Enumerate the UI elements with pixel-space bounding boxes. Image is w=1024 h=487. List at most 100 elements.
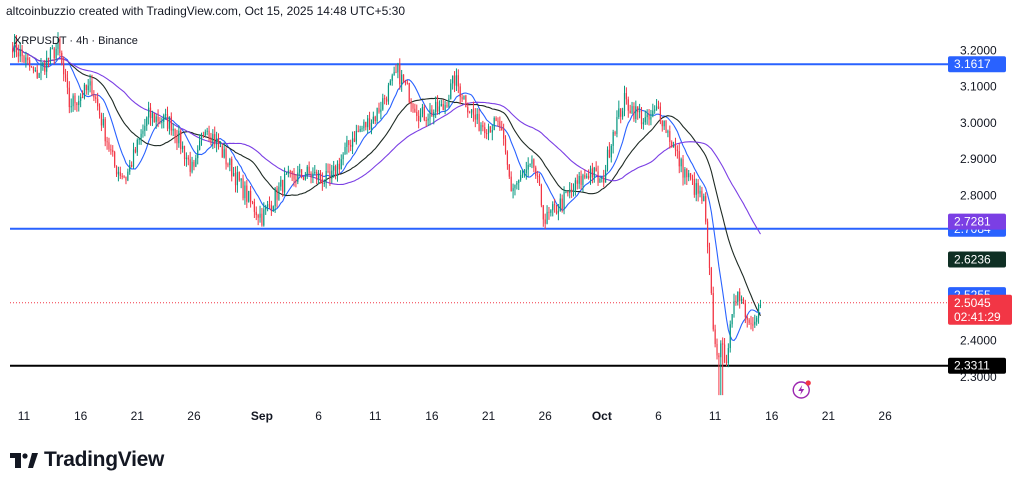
candle-body	[714, 329, 716, 344]
candle-body	[368, 118, 371, 130]
candle-body	[406, 82, 408, 84]
candle-body	[353, 138, 356, 142]
candle-body	[452, 75, 454, 84]
candle-body	[193, 161, 195, 167]
candle-body	[735, 300, 737, 302]
candle-body	[221, 146, 223, 158]
candle-body	[482, 125, 484, 128]
candle-body	[744, 303, 746, 317]
candle-body	[716, 343, 718, 356]
candle-body	[165, 114, 167, 116]
candle-body	[295, 179, 297, 182]
candle-body	[289, 170, 291, 172]
candle-body	[351, 138, 354, 147]
candle-body	[442, 104, 444, 111]
candle-body	[555, 205, 558, 214]
time-axis-tick-label: 11	[709, 409, 722, 423]
candle-body	[372, 116, 374, 123]
moving-average-fast-line	[12, 43, 761, 342]
candle-body	[329, 171, 331, 179]
candle-body	[310, 173, 312, 178]
candle-body	[12, 48, 14, 53]
candle-body	[384, 98, 386, 100]
candle-body	[38, 73, 40, 78]
candle-body	[737, 291, 739, 302]
candle-body	[584, 175, 586, 178]
candle-body	[21, 49, 23, 57]
candle-body	[248, 190, 250, 202]
time-axis-tick-label: Sep	[251, 409, 273, 423]
candle-body	[693, 179, 695, 195]
candle-body	[389, 80, 391, 86]
candle-body	[533, 159, 535, 168]
tradingview-logo[interactable]: TradingView	[10, 448, 164, 472]
candle-body	[514, 184, 516, 189]
candle-body	[46, 57, 48, 72]
candle-body	[712, 293, 714, 330]
candle-body	[486, 133, 488, 135]
candle-body	[484, 127, 486, 134]
candle-body	[401, 74, 403, 85]
level-price-label-3-box	[948, 357, 1006, 374]
candle-body	[83, 84, 86, 98]
symbol-label: XRPUSDT · 4h · Binance	[14, 35, 138, 47]
candle-body	[210, 137, 212, 142]
candle-body	[644, 117, 646, 123]
candle-body	[61, 52, 63, 64]
candle-body	[718, 355, 720, 358]
candle-body	[465, 95, 467, 108]
candle-body	[231, 159, 233, 177]
candle-body	[667, 131, 669, 133]
candle-body	[23, 56, 25, 63]
candle-body	[521, 174, 524, 176]
candle-body	[238, 171, 240, 181]
candle-body	[125, 176, 127, 181]
candle-body	[274, 188, 276, 207]
time-axis-tick-label: 26	[187, 409, 201, 423]
candle-body	[661, 120, 663, 127]
candle-body	[217, 138, 220, 147]
candle-body	[268, 204, 271, 206]
candle-body	[676, 149, 678, 152]
candle-body	[312, 173, 314, 178]
candle-body	[708, 247, 711, 268]
time-axis-tick-label: 11	[369, 409, 382, 423]
candle-body	[134, 149, 137, 153]
candle-body	[250, 190, 252, 202]
candle-body	[538, 176, 541, 186]
candle-body	[504, 138, 507, 152]
candle-body	[665, 120, 667, 133]
candle-body	[419, 113, 422, 121]
time-axis-tick-label: 11	[18, 409, 31, 423]
candle-body	[161, 121, 163, 123]
candle-body	[448, 98, 450, 107]
candle-body	[178, 130, 180, 144]
candle-body	[537, 175, 539, 177]
candle-body	[586, 176, 588, 178]
candle-body	[182, 145, 184, 150]
tradingview-logo-icon	[10, 453, 38, 468]
candle-body	[374, 116, 376, 122]
candle-body	[365, 121, 367, 128]
candle-body	[100, 114, 103, 126]
candle-body	[542, 205, 544, 220]
candle-body	[418, 115, 420, 121]
candle-body	[13, 38, 16, 53]
candle-body	[440, 104, 442, 107]
level-price-label-3: 2.3311	[954, 359, 990, 373]
candle-body	[148, 107, 150, 118]
candle-body	[446, 105, 448, 107]
candle-body	[746, 316, 748, 320]
candle-body	[236, 171, 238, 186]
candle-body	[705, 196, 707, 222]
candle-body	[244, 185, 246, 199]
candle-body	[450, 83, 452, 99]
time-axis-tick-label: 6	[655, 409, 662, 423]
candle-body	[518, 179, 520, 183]
event-marker-icon[interactable]	[792, 381, 810, 399]
candle-body	[674, 144, 677, 150]
candle-body	[748, 319, 750, 323]
candle-body	[51, 48, 53, 50]
candle-body	[455, 75, 458, 86]
